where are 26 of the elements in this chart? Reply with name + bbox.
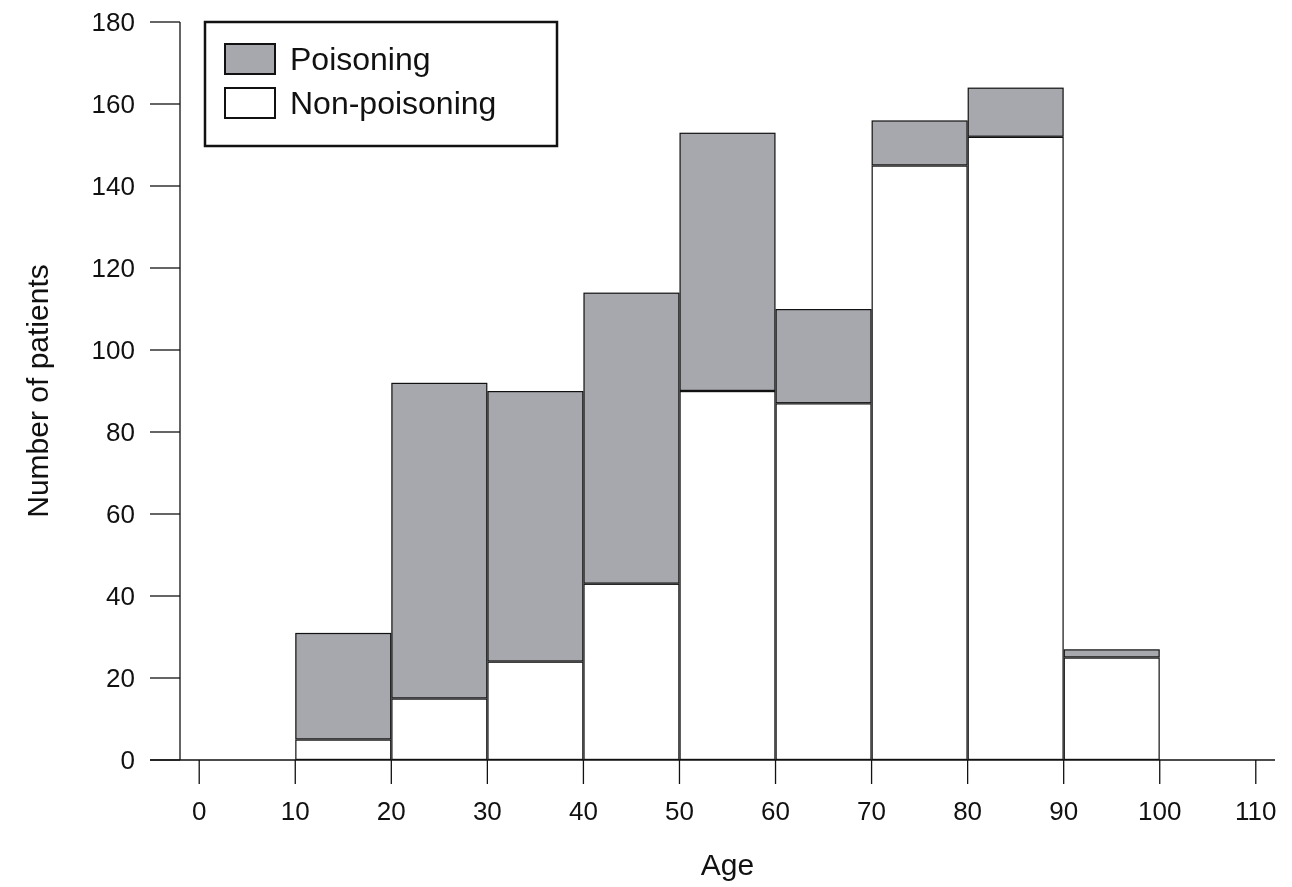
x-tick-label: 100 [1138, 796, 1182, 826]
x-tick-label: 80 [953, 796, 983, 826]
y-axis-title: Number of patients [21, 264, 54, 518]
y-tick-label: 80 [106, 417, 135, 448]
x-tick-label: 70 [857, 796, 887, 826]
x-tick-label: 40 [568, 796, 598, 826]
y-tick-label: 60 [106, 499, 135, 530]
x-tick-label: 60 [761, 796, 790, 826]
y-tick-label: 40 [106, 581, 135, 612]
legend-label: Non-poisoning [290, 85, 497, 122]
x-tick-label: 30 [472, 796, 502, 826]
y-tick-label: 0 [120, 745, 135, 776]
x-tick-label: 20 [376, 796, 406, 826]
y-tick-label: 20 [106, 663, 135, 694]
y-tick-label: 180 [91, 7, 135, 38]
y-tick-label: 120 [91, 253, 135, 284]
y-tick-label: 140 [91, 171, 135, 202]
legend-label: Poisoning [290, 41, 431, 78]
x-axis-title: Age [700, 848, 755, 881]
y-tick-label: 160 [91, 89, 135, 120]
x-tick-label: 110 [1235, 796, 1277, 826]
x-tick-label: 0 [191, 796, 207, 826]
y-tick-label: 100 [91, 335, 135, 366]
x-tick-label: 50 [665, 796, 694, 826]
x-tick-label: 10 [280, 796, 310, 826]
x-tick-label: 90 [1049, 796, 1079, 826]
